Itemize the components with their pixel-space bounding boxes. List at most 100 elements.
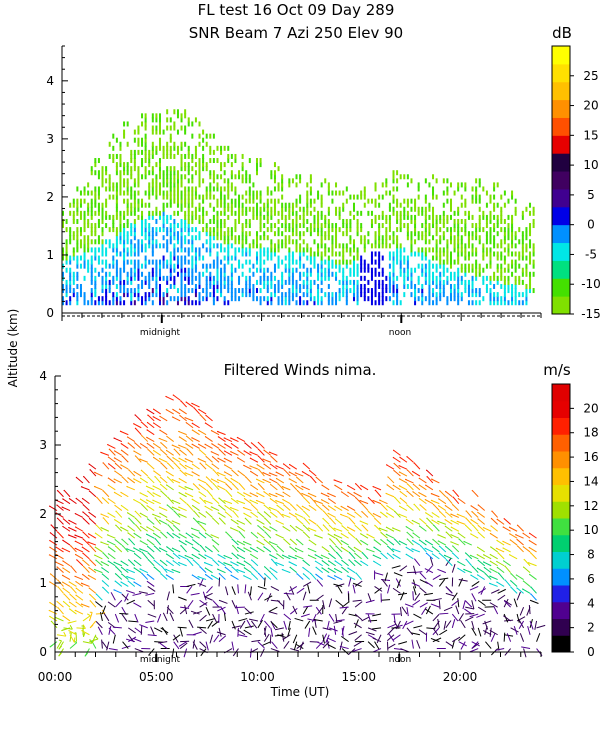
snr-cell [259, 247, 262, 253]
snr-cell [299, 206, 302, 212]
snr-cell [295, 210, 298, 216]
wind-barb [198, 553, 207, 560]
snr-cell [223, 210, 226, 216]
snr-cell [94, 210, 97, 216]
wind-barb-flag [243, 567, 246, 569]
snr-cell [62, 251, 64, 257]
wind-barb [88, 517, 97, 525]
snr-cell [511, 190, 514, 196]
snr-cell [173, 243, 176, 249]
snr-cell [518, 300, 521, 306]
wind-barb [217, 512, 226, 518]
snr-cell [367, 231, 370, 237]
wind-barb-flag [159, 429, 161, 432]
wind-barb [341, 635, 349, 643]
wind-barb [114, 462, 123, 470]
snr-cell [94, 190, 97, 196]
wind-barb [95, 601, 103, 608]
snr-cell [194, 288, 197, 294]
snr-cell [414, 296, 417, 302]
snr-cell [259, 251, 262, 257]
wind-barb [183, 648, 188, 658]
snr-cell [223, 186, 226, 192]
snr-cell [396, 243, 399, 249]
snr-cell [187, 206, 190, 212]
wind-barb [438, 578, 446, 587]
snr-cell [331, 198, 334, 204]
wind-barb [206, 489, 213, 498]
snr-cell [180, 263, 183, 269]
snr-cell [263, 231, 266, 237]
snr-cell [151, 210, 154, 216]
wind-barb-flag [250, 442, 253, 444]
snr-cell [327, 271, 330, 277]
wind-barb [380, 552, 388, 560]
wind-barb-flag [114, 470, 116, 473]
snr-cell [446, 296, 449, 302]
snr-cell [417, 251, 420, 257]
snr-cell [295, 279, 298, 285]
snr-cell [123, 255, 126, 261]
wind-barb [82, 517, 90, 525]
wind-barb [185, 435, 194, 442]
snr-cell [489, 275, 492, 281]
snr-cell [406, 283, 409, 289]
snr-cell [518, 251, 521, 257]
snr-cell [255, 166, 258, 172]
wind-barb-flag [217, 457, 220, 460]
snr-cell [363, 288, 366, 294]
wind-barb-flag [127, 442, 130, 444]
snr-cell [478, 227, 481, 233]
wind-barb [231, 483, 239, 491]
wind-barb [57, 586, 64, 594]
wind-barb [471, 524, 479, 532]
wind-barb [460, 641, 466, 650]
snr-cell [238, 296, 241, 302]
snr-cell [101, 288, 104, 294]
wind-barb [325, 634, 330, 644]
wind-barb [134, 613, 139, 623]
snr-cell [453, 288, 456, 294]
wind-barb [334, 560, 343, 567]
snr-cell [130, 166, 133, 172]
wind-barb-flag [438, 510, 441, 513]
wind-barb [178, 533, 187, 539]
snr-cell [90, 279, 93, 285]
snr-cell [108, 279, 111, 285]
snr-cell [496, 214, 499, 220]
wind-barb [128, 538, 136, 546]
snr-cell [144, 227, 147, 233]
snr-cell [435, 214, 438, 220]
wind-barb-flag [425, 552, 428, 555]
snr-cell [478, 288, 481, 294]
wind-barb [159, 559, 168, 567]
wind-barb [114, 580, 123, 587]
snr-cell [126, 247, 129, 253]
snr-cell [432, 300, 435, 306]
snr-cell [406, 267, 409, 273]
wind-barb [165, 470, 174, 477]
snr-cell [180, 255, 183, 261]
wind-barb [424, 539, 434, 546]
snr-cell [266, 198, 269, 204]
snr-cell [521, 231, 524, 237]
snr-cell [457, 223, 460, 229]
wind-barb-flag [153, 545, 156, 547]
snr-cell [155, 145, 158, 151]
wind-barb-flag [146, 436, 148, 439]
snr-cell [525, 255, 528, 261]
wind-barb-flag [88, 566, 90, 569]
wind-barb [101, 580, 110, 587]
snr-cell [255, 190, 258, 196]
wind-barb [263, 504, 272, 511]
wind-barb [146, 539, 155, 546]
wind-barb-flag [166, 504, 169, 506]
wind-barb [190, 610, 200, 615]
snr-cell [234, 292, 237, 298]
snr-cell [449, 263, 452, 269]
wind-barb-flag [439, 490, 441, 492]
snr-cell [507, 247, 510, 253]
snr-cell [252, 243, 255, 249]
snr-cell [342, 275, 345, 281]
snr-cell [184, 214, 187, 220]
